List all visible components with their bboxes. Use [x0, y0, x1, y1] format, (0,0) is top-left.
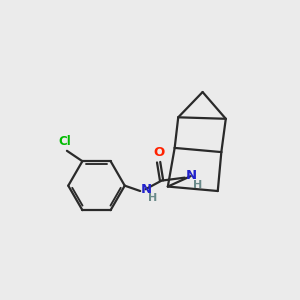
Text: N: N: [141, 183, 152, 196]
Text: N: N: [186, 169, 197, 182]
Text: O: O: [153, 146, 164, 159]
Text: H: H: [148, 193, 158, 203]
Text: Cl: Cl: [59, 135, 71, 148]
Text: H: H: [193, 180, 202, 190]
